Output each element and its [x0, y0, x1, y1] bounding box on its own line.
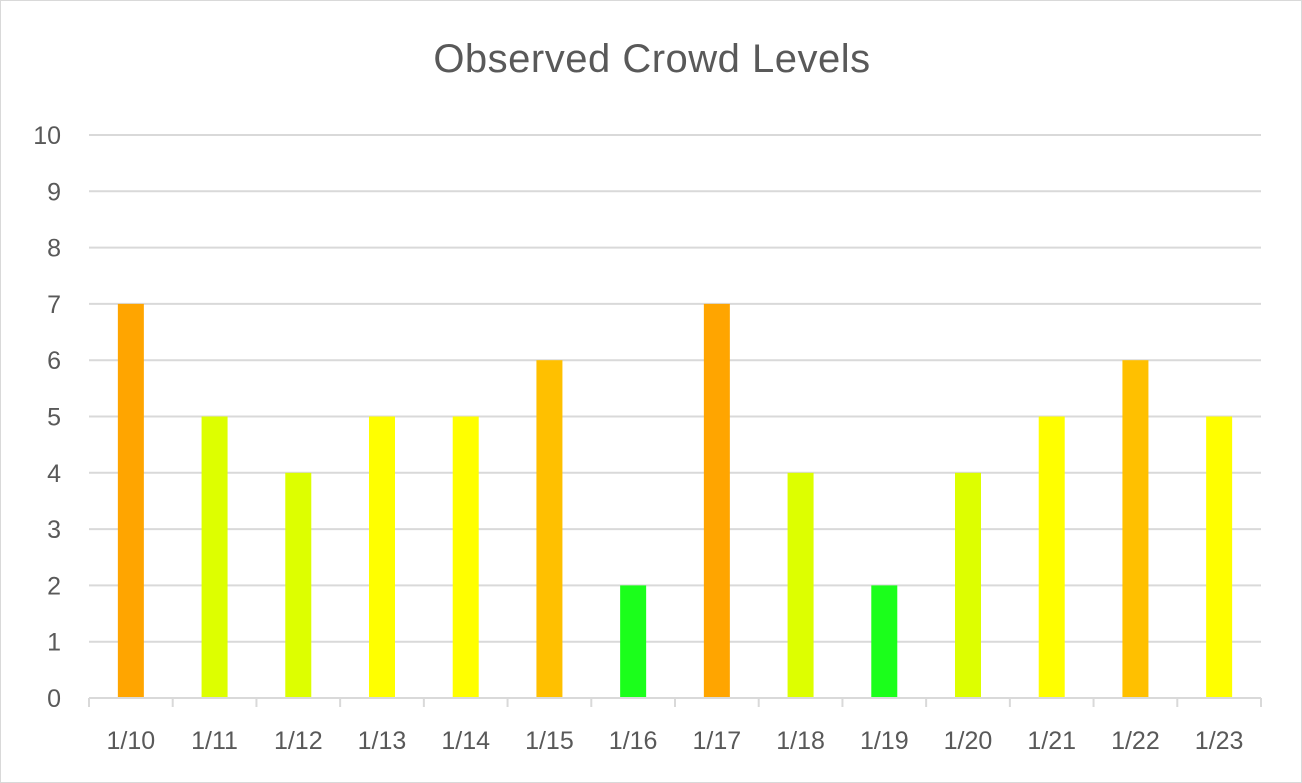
- y-tick-label: 4: [47, 460, 61, 488]
- bar-1-11: [201, 416, 228, 698]
- x-tick-label: 1/19: [860, 727, 909, 755]
- bar-1-18: [787, 472, 814, 698]
- x-tick-label: 1/15: [525, 727, 574, 755]
- x-tick-label: 1/20: [944, 727, 993, 755]
- x-tick-label: 1/12: [274, 727, 323, 755]
- bar-1-20: [955, 472, 981, 698]
- bar-1-13: [369, 416, 395, 698]
- chart-title: Observed Crowd Levels: [433, 37, 871, 81]
- bar-1-21: [1038, 416, 1065, 698]
- y-tick-label: 2: [47, 572, 61, 600]
- y-tick-label: 1: [47, 629, 61, 657]
- y-tick-label: 0: [47, 685, 61, 713]
- x-tick-label: 1/22: [1111, 727, 1160, 755]
- bar-1-19: [871, 585, 898, 698]
- bar-1-22: [1122, 360, 1149, 698]
- x-tick-label: 1/10: [107, 727, 156, 755]
- x-tick-label: 1/17: [693, 727, 742, 755]
- x-tick-label: 1/23: [1195, 727, 1244, 755]
- x-tick-label: 1/14: [441, 727, 490, 755]
- x-tick-label: 1/18: [776, 727, 825, 755]
- x-tick-label: 1/16: [609, 727, 658, 755]
- y-tick-label: 8: [47, 235, 61, 263]
- y-tick-label: 3: [47, 516, 61, 544]
- x-tick-label: 1/21: [1027, 727, 1076, 755]
- bar-1-17: [703, 303, 730, 698]
- y-tick-label: 7: [47, 291, 61, 319]
- y-tick-label: 5: [47, 404, 61, 432]
- bar-1-23: [1206, 416, 1233, 698]
- bar-1-12: [285, 472, 312, 698]
- y-tick-label: 6: [47, 347, 61, 375]
- y-tick-label: 9: [47, 178, 61, 206]
- bar-1-15: [536, 360, 563, 698]
- bar-1-10: [117, 303, 144, 698]
- bar-1-14: [452, 416, 479, 698]
- x-tick-label: 1/11: [191, 727, 238, 755]
- bar-1-16: [620, 585, 647, 698]
- y-tick-label: 10: [33, 122, 61, 150]
- x-tick-label: 1/13: [358, 727, 407, 755]
